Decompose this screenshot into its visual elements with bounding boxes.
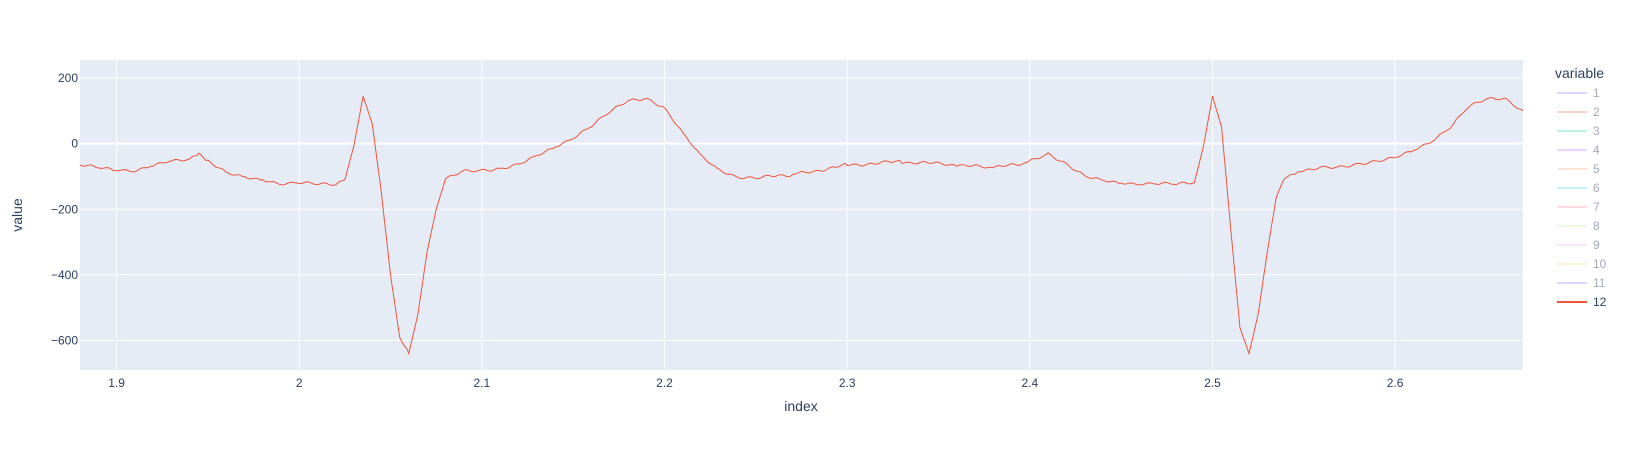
x-axis-title: index <box>784 398 817 414</box>
x-tick-label: 2.4 <box>1021 376 1038 390</box>
legend-item-11[interactable]: 11 <box>1557 276 1606 290</box>
legend-label: 5 <box>1593 162 1600 176</box>
legend-label: 9 <box>1593 238 1600 252</box>
legend-title: variable <box>1555 65 1604 81</box>
legend-label: 7 <box>1593 200 1600 214</box>
legend-label: 3 <box>1593 124 1600 138</box>
legend-label: 1 <box>1593 86 1600 100</box>
x-axis-ticks: 1.9 2 2.1 2.2 2.3 2.4 2.5 2.6 <box>108 376 1404 390</box>
legend-item-5[interactable]: 5 <box>1557 162 1600 176</box>
series-lines <box>79 95 1524 356</box>
legend-label: 12 <box>1593 295 1607 309</box>
legend-item-9[interactable]: 9 <box>1557 238 1600 252</box>
x-tick-label: 2.5 <box>1204 376 1221 390</box>
y-tick-label: −200 <box>51 202 78 216</box>
x-tick-label: 2.1 <box>474 376 491 390</box>
legend-label: 6 <box>1593 181 1600 195</box>
y-tick-label: 0 <box>71 137 78 151</box>
legend-item-2[interactable]: 2 <box>1557 105 1600 119</box>
legend-item-4[interactable]: 4 <box>1557 143 1600 157</box>
y-tick-label: −600 <box>51 333 78 347</box>
legend-item-6[interactable]: 6 <box>1557 181 1600 195</box>
legend-item-12[interactable]: 12 <box>1557 295 1607 309</box>
legend-item-3[interactable]: 3 <box>1557 124 1600 138</box>
x-tick-label: 1.9 <box>108 376 125 390</box>
legend-item-1[interactable]: 1 <box>1557 86 1600 100</box>
x-tick-label: 2.2 <box>656 376 673 390</box>
y-axis-title: value <box>9 198 25 232</box>
y-tick-label: −400 <box>51 268 78 282</box>
legend-label: 11 <box>1593 276 1606 290</box>
x-tick-label: 2.6 <box>1387 376 1404 390</box>
y-tick-label: 200 <box>58 71 78 85</box>
legend-label: 10 <box>1593 257 1607 271</box>
x-tick-label: 2.3 <box>839 376 856 390</box>
legend-item-8[interactable]: 8 <box>1557 219 1600 233</box>
plot-background <box>80 60 1523 370</box>
series-line-12 <box>79 95 1524 356</box>
legend-label: 4 <box>1593 143 1600 157</box>
legend-item-7[interactable]: 7 <box>1557 200 1600 214</box>
gridlines <box>80 60 1523 370</box>
legend-label: 8 <box>1593 219 1600 233</box>
legend-label: 2 <box>1593 105 1600 119</box>
legend-item-10[interactable]: 10 <box>1557 257 1607 271</box>
x-tick-label: 2 <box>296 376 303 390</box>
y-axis-ticks: 200 0 −200 −400 −600 <box>51 71 78 347</box>
